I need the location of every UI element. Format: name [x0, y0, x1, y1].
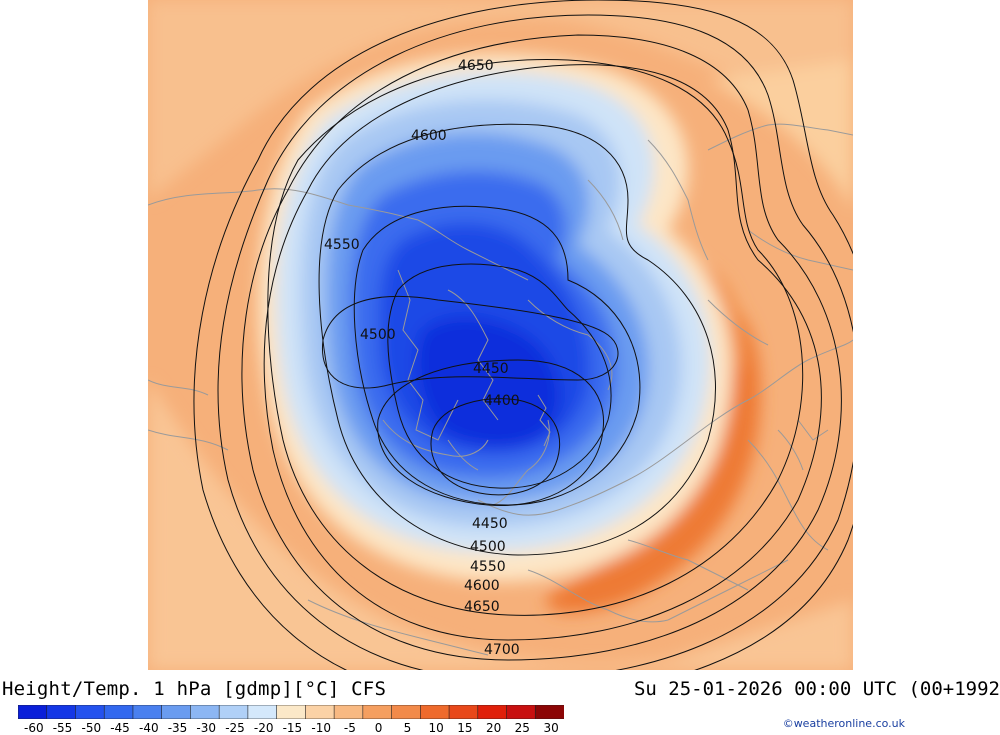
credit-text: ©weatheronline.co.uk	[782, 717, 905, 730]
colorbar-tick-label: -25	[225, 721, 245, 735]
temperature-colorbar	[18, 705, 564, 719]
colorbar-tick-label: -30	[196, 721, 216, 735]
contour-label-4600-bottom: 4600	[464, 578, 500, 594]
contour-label-4650-top: 4650	[458, 58, 494, 74]
map-datetime: Su 25-01-2026 00:00 UTC (00+1992	[633, 678, 1000, 700]
colorbar-swatch	[103, 705, 134, 719]
contour-label-4500-top: 4500	[360, 327, 396, 343]
colorbar-tick-label: -15	[282, 721, 303, 735]
contour-label-4550-top: 4550	[324, 237, 360, 253]
contour-labels: 4650 4600 4550 4500 4450 4400 4450 4500 …	[324, 58, 520, 658]
colorbar-swatch	[534, 705, 564, 719]
colorbar-tick-label: -50	[81, 721, 102, 735]
weather-map: 4650 4600 4550 4500 4450 4400 4450 4500 …	[148, 0, 853, 670]
contour-label-4450-bottom: 4450	[472, 516, 508, 532]
colorbar-tick-label: -35	[167, 721, 188, 735]
contour-label-4550-bottom: 4550	[470, 559, 506, 575]
colorbar-tick-label: 15	[457, 721, 473, 735]
height-contours	[193, 0, 853, 670]
colorbar-tick-label: -60	[23, 721, 44, 735]
colorbar-tick-label: 10	[428, 721, 444, 735]
colorbar-swatch	[333, 705, 364, 719]
map-title: Height/Temp. 1 hPa [gdmp][°C] CFS	[2, 678, 387, 700]
colorbar-swatch	[477, 705, 508, 719]
colorbar-ticks: -60 -55 -50 -45 -40 -35 -30 -25 -20 -15 -10 -5 0 5 10 1…	[18, 721, 578, 735]
contour-label-4700: 4700	[484, 642, 520, 658]
colorbar-tick-label: -55	[52, 721, 73, 735]
colorbar-tick-label: 5	[403, 721, 412, 735]
colorbar-swatch	[132, 705, 163, 719]
colorbar-tick-label: 30	[543, 721, 559, 735]
temperature-field	[148, 0, 853, 670]
colorbar-swatch	[305, 705, 335, 719]
colorbar-swatch	[247, 705, 278, 719]
colorbar-swatch	[362, 705, 393, 719]
colorbar-tick-label: 25	[514, 721, 530, 735]
colorbar-tick-label: -10	[311, 721, 331, 735]
colorbar-swatch	[75, 705, 106, 719]
contour-label-4500-bottom: 4500	[470, 539, 506, 555]
colorbar-tick-label: -20	[253, 721, 274, 735]
colorbar-tick-label: -40	[138, 721, 159, 735]
colorbar-swatch	[420, 705, 450, 719]
contour-label-4400: 4400	[484, 393, 520, 409]
colorbar-swatch	[448, 705, 479, 719]
contour-label-4650-bottom: 4650	[464, 599, 500, 615]
colorbar-swatch	[218, 705, 249, 719]
colorbar-tick-label: -5	[343, 721, 356, 735]
colorbar-swatch	[46, 705, 77, 719]
colorbar-swatch	[276, 705, 307, 719]
colorbar-tick-label: 0	[374, 721, 383, 735]
colorbar-swatch	[161, 705, 192, 719]
colorbar-swatch	[18, 705, 48, 719]
colorbar-tick-label: -45	[110, 721, 130, 735]
contour-label-4600-top: 4600	[411, 128, 447, 144]
colorbar-swatch	[190, 705, 220, 719]
colorbar-tick-label: 20	[485, 721, 502, 735]
contour-label-4450-top: 4450	[473, 361, 509, 377]
colorbar-swatch	[506, 705, 537, 719]
colorbar-swatch	[391, 705, 422, 719]
